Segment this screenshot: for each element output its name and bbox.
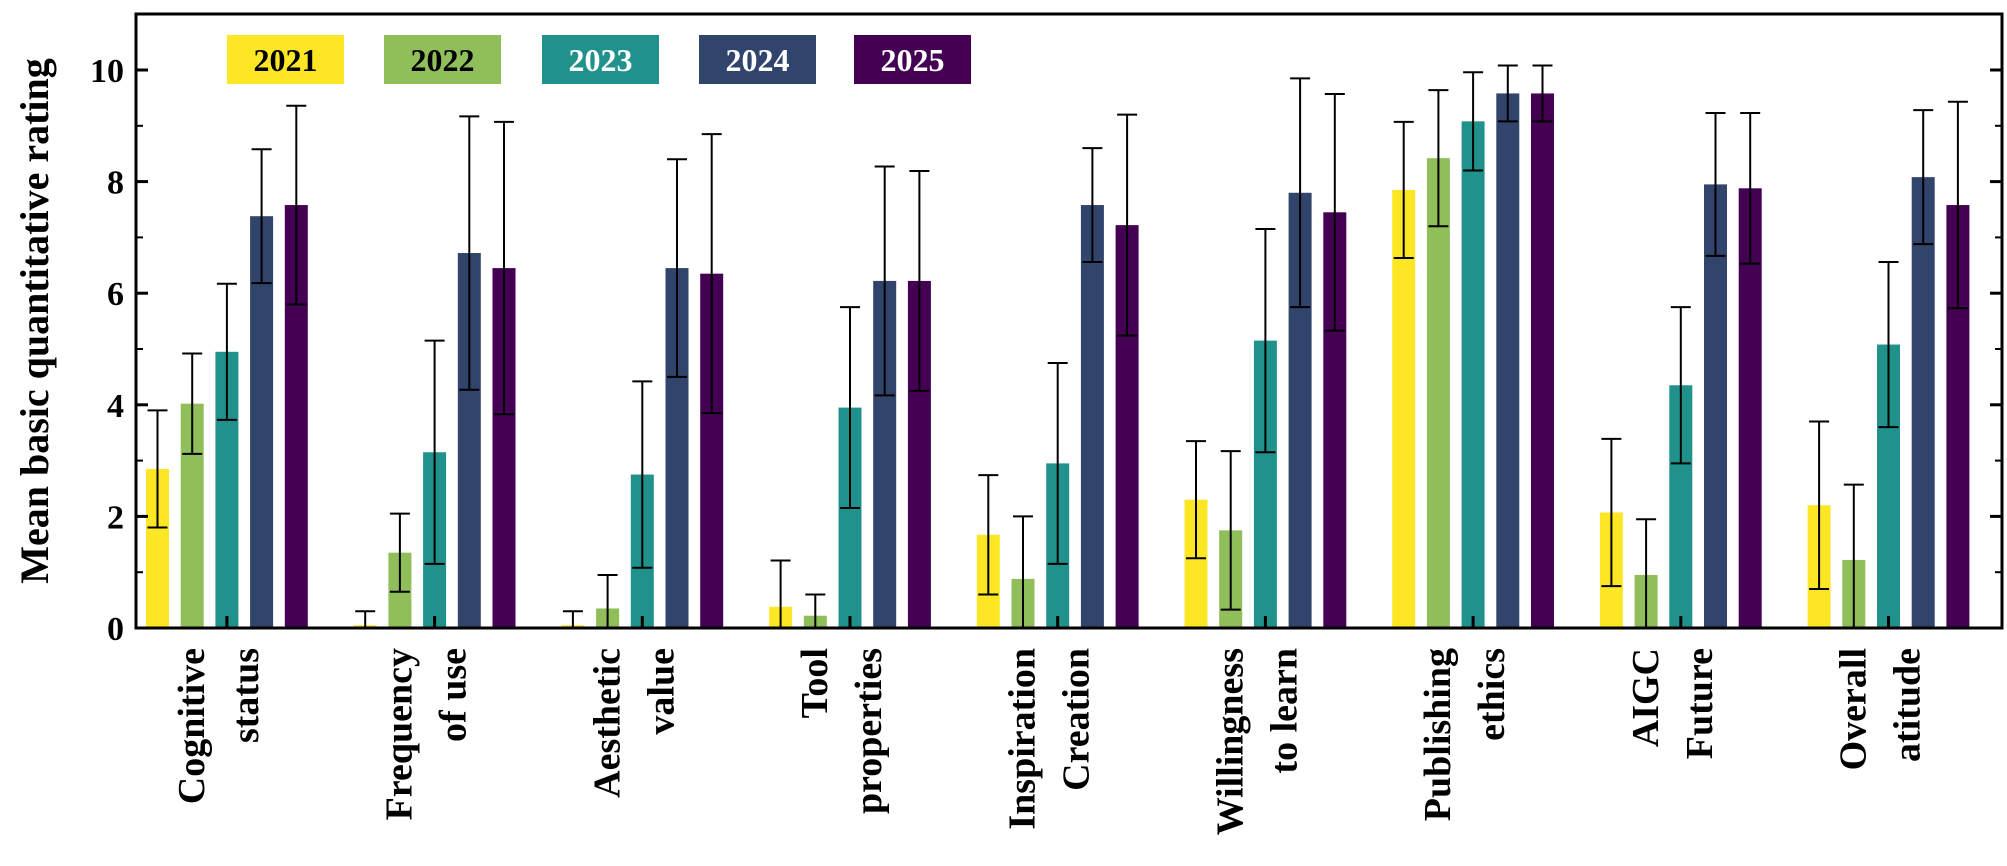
bar <box>1115 225 1139 628</box>
x-category-label: atitude <box>1887 648 1929 762</box>
y-axis: 0 2 4 6 8 10 <box>90 53 2002 648</box>
bar <box>180 403 204 628</box>
x-category-label: Overall <box>1833 648 1875 770</box>
bar <box>250 216 274 629</box>
legend-label: 2025 <box>881 42 945 78</box>
x-category-label: status <box>225 648 267 743</box>
x-category-label: Creation <box>1056 648 1098 791</box>
bar <box>492 268 516 628</box>
x-category-label: properties <box>848 648 890 814</box>
bar <box>1392 189 1416 628</box>
bar <box>907 280 931 628</box>
bar <box>1323 212 1347 629</box>
y-tick-label: 4 <box>107 388 124 425</box>
x-category-label: Cognitive <box>171 648 213 804</box>
x-category-label: Frequency <box>379 648 421 820</box>
bar <box>838 407 862 628</box>
legend-swatch <box>699 35 816 84</box>
x-category-label: value <box>640 648 682 735</box>
legend-swatch <box>542 35 659 84</box>
legend-label: 2023 <box>569 42 633 78</box>
y-axis-label: Mean basic quantitative rating <box>12 58 57 584</box>
bars-layer <box>146 93 1970 629</box>
bar <box>1288 192 1312 628</box>
bar <box>457 253 481 629</box>
bar <box>1080 205 1104 628</box>
legend-label: 2024 <box>726 42 790 78</box>
y-tick-label: 2 <box>107 499 124 536</box>
x-category-label: to learn <box>1263 648 1305 774</box>
x-axis: Cognitive status Frequency of use Aesthetic v… <box>171 616 1929 835</box>
x-category-label: ethics <box>1471 648 1513 741</box>
bar <box>1426 158 1450 628</box>
bar <box>1496 93 1520 629</box>
bar <box>665 268 689 628</box>
bar <box>1184 499 1208 628</box>
x-category-label: Tool <box>794 648 836 718</box>
plot-frame <box>134 12 2004 630</box>
bar <box>1704 184 1727 628</box>
bar <box>1669 385 1693 628</box>
error-bars-layer <box>147 64 1968 629</box>
bar <box>1531 93 1554 629</box>
bar <box>1738 188 1762 628</box>
bar <box>1911 177 1935 629</box>
bar <box>1461 121 1485 628</box>
legend-label: 2021 <box>254 42 318 78</box>
bar <box>1946 205 1970 628</box>
legend-swatch <box>227 35 344 84</box>
bar <box>1877 344 1900 628</box>
y-tick-label: 10 <box>90 53 124 90</box>
y-tick-label: 6 <box>107 276 124 313</box>
bar <box>873 280 897 628</box>
bar <box>284 205 308 628</box>
x-category-label: of use <box>433 648 475 742</box>
x-category-label: Inspiration <box>1002 648 1044 830</box>
bar <box>146 468 169 628</box>
legend-swatch <box>854 35 971 84</box>
legend: 2021 2022 2023 2024 2025 <box>227 35 971 84</box>
x-category-label: Future <box>1679 648 1721 759</box>
bar <box>1253 340 1277 628</box>
legend-swatch <box>384 35 501 84</box>
x-category-label: Aesthetic <box>586 648 628 798</box>
y-tick-label: 8 <box>107 165 124 202</box>
x-category-label: AIGC <box>1625 648 1667 747</box>
x-category-label: Willingness <box>1209 648 1251 835</box>
x-category-label: Publishing <box>1417 648 1459 821</box>
legend-label: 2022 <box>411 42 475 78</box>
y-tick-label: 0 <box>107 611 124 648</box>
bar <box>700 273 724 628</box>
